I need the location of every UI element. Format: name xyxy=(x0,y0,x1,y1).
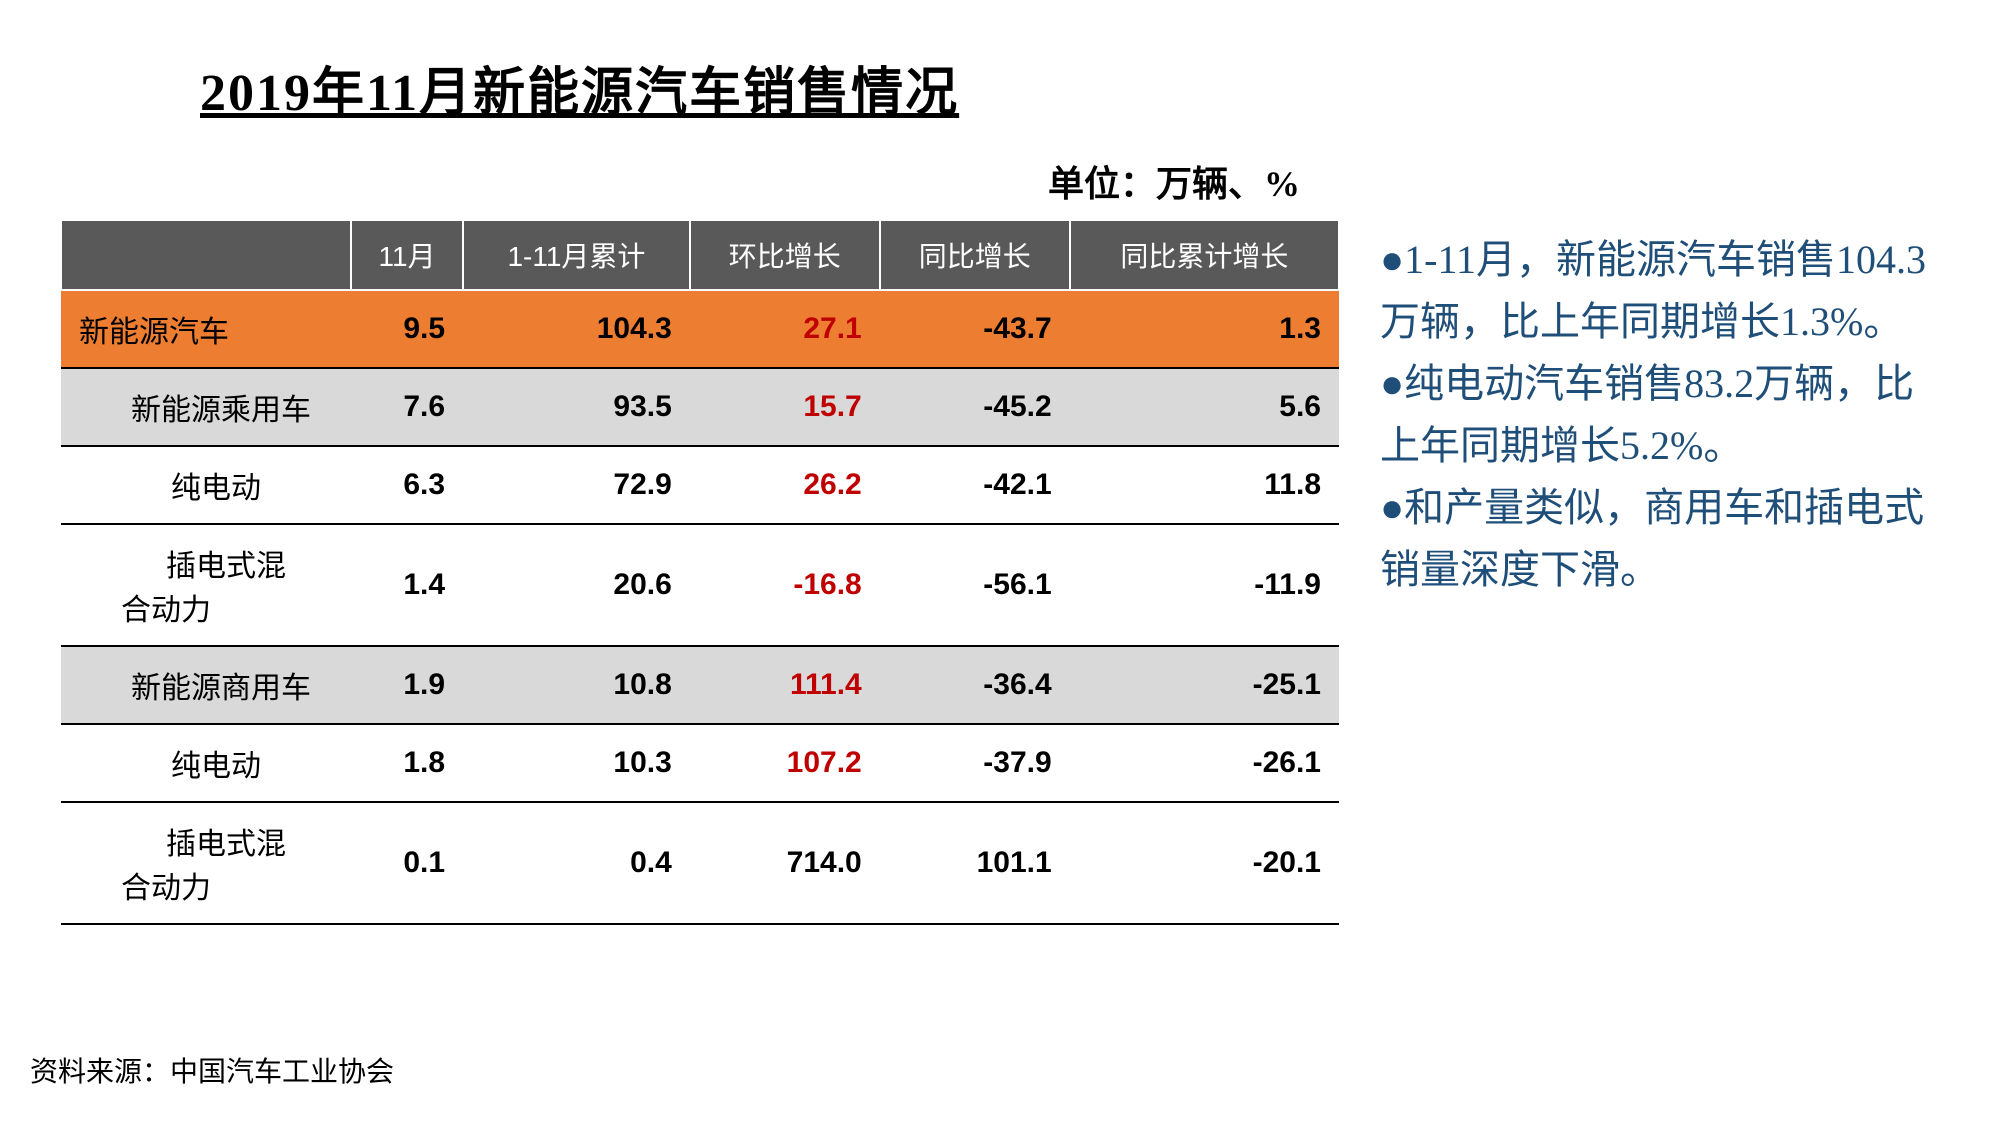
sales-table: 11月 1-11月累计 环比增长 同比增长 同比累计增长 新能源汽车9.5104… xyxy=(60,219,1340,925)
cell-cum: 72.9 xyxy=(463,446,690,524)
cell-cum: 10.3 xyxy=(463,724,690,802)
cell-yoy_cum: -26.1 xyxy=(1070,724,1339,802)
col-mom: 环比增长 xyxy=(690,220,880,290)
cell-nov: 9.5 xyxy=(351,290,463,368)
table-row: 纯电动6.372.926.2-42.111.8 xyxy=(61,446,1339,524)
cell-cum: 0.4 xyxy=(463,802,690,924)
cell-nov: 1.4 xyxy=(351,524,463,646)
cell-mom: 26.2 xyxy=(690,446,880,524)
col-nov: 11月 xyxy=(351,220,463,290)
cell-mom: 714.0 xyxy=(690,802,880,924)
row-label: 插电式混合动力 xyxy=(61,524,351,646)
cell-yoy_cum: -11.9 xyxy=(1070,524,1339,646)
cell-nov: 1.9 xyxy=(351,646,463,724)
cell-mom: 111.4 xyxy=(690,646,880,724)
col-blank xyxy=(61,220,351,290)
table-row: 纯电动1.810.3107.2-37.9-26.1 xyxy=(61,724,1339,802)
table-header-row: 11月 1-11月累计 环比增长 同比增长 同比累计增长 xyxy=(61,220,1339,290)
table-row: 插电式混合动力1.420.6-16.8-56.1-11.9 xyxy=(61,524,1339,646)
cell-cum: 10.8 xyxy=(463,646,690,724)
row-label: 新能源汽车 xyxy=(61,290,351,368)
bullet-item: ●和产量类似，商用车和插电式销量深度下滑。 xyxy=(1380,477,1940,601)
cell-mom: -16.8 xyxy=(690,524,880,646)
col-cum: 1-11月累计 xyxy=(463,220,690,290)
table-row: 新能源汽车9.5104.327.1-43.71.3 xyxy=(61,290,1339,368)
col-yoy: 同比增长 xyxy=(880,220,1070,290)
cell-mom: 15.7 xyxy=(690,368,880,446)
cell-yoy_cum: 5.6 xyxy=(1070,368,1339,446)
cell-yoy_cum: -25.1 xyxy=(1070,646,1339,724)
bullet-item: ●1-11月，新能源汽车销售104.3万辆，比上年同期增长1.3%。 xyxy=(1380,229,1940,353)
row-label: 新能源商用车 xyxy=(61,646,351,724)
cell-yoy: -56.1 xyxy=(880,524,1070,646)
cell-yoy: -43.7 xyxy=(880,290,1070,368)
cell-yoy_cum: 11.8 xyxy=(1070,446,1339,524)
row-label: 新能源乘用车 xyxy=(61,368,351,446)
page-title: 2019年11月新能源汽车销售情况 xyxy=(200,50,1940,125)
cell-nov: 1.8 xyxy=(351,724,463,802)
row-label: 纯电动 xyxy=(61,446,351,524)
cell-nov: 7.6 xyxy=(351,368,463,446)
cell-cum: 20.6 xyxy=(463,524,690,646)
cell-nov: 0.1 xyxy=(351,802,463,924)
table-row: 新能源商用车1.910.8111.4-36.4-25.1 xyxy=(61,646,1339,724)
table-row: 新能源乘用车7.693.515.7-45.25.6 xyxy=(61,368,1339,446)
row-label: 纯电动 xyxy=(61,724,351,802)
data-table-wrap: 11月 1-11月累计 环比增长 同比增长 同比累计增长 新能源汽车9.5104… xyxy=(60,219,1340,925)
cell-yoy_cum: -20.1 xyxy=(1070,802,1339,924)
bullet-item: ●纯电动汽车销售83.2万辆，比上年同期增长5.2%。 xyxy=(1380,353,1940,477)
cell-yoy_cum: 1.3 xyxy=(1070,290,1339,368)
cell-yoy: 101.1 xyxy=(880,802,1070,924)
cell-mom: 107.2 xyxy=(690,724,880,802)
cell-yoy: -42.1 xyxy=(880,446,1070,524)
cell-cum: 93.5 xyxy=(463,368,690,446)
cell-cum: 104.3 xyxy=(463,290,690,368)
cell-yoy: -45.2 xyxy=(880,368,1070,446)
source-label: 资料来源：中国汽车工业协会 xyxy=(30,1050,394,1090)
cell-nov: 6.3 xyxy=(351,446,463,524)
row-label: 插电式混合动力 xyxy=(61,802,351,924)
cell-mom: 27.1 xyxy=(690,290,880,368)
col-yoy-cum: 同比累计增长 xyxy=(1070,220,1339,290)
unit-label: 单位：万辆、% xyxy=(60,155,1300,207)
cell-yoy: -36.4 xyxy=(880,646,1070,724)
cell-yoy: -37.9 xyxy=(880,724,1070,802)
table-row: 插电式混合动力0.10.4714.0101.1-20.1 xyxy=(61,802,1339,924)
bullets-panel: ●1-11月，新能源汽车销售104.3万辆，比上年同期增长1.3%。●纯电动汽车… xyxy=(1380,219,1940,925)
